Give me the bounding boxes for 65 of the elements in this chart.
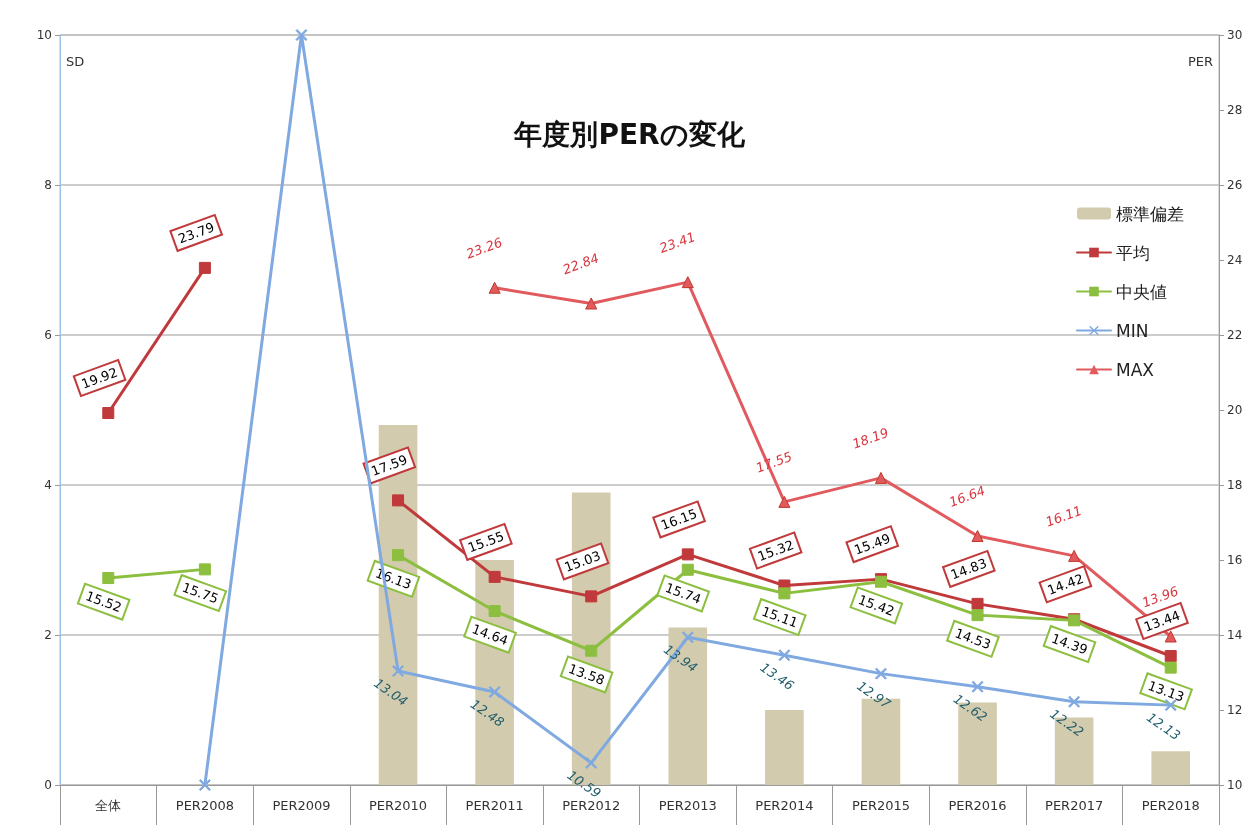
x-tick-label: PER2014	[755, 798, 814, 813]
data-label: 15.52	[83, 588, 124, 616]
data-label: 17.55	[753, 448, 794, 476]
y2-tick-label: 28	[1227, 103, 1243, 117]
data-label: 16.15	[659, 506, 700, 533]
data-label: 14.64	[469, 621, 511, 649]
y2-tick-label: 12	[1227, 703, 1243, 717]
data-label: 14.53	[952, 625, 993, 653]
y2-tick-label: 18	[1227, 478, 1243, 492]
x-tick-label: PER2010	[368, 798, 428, 813]
data-label: 22.84	[560, 250, 601, 278]
x-tick-label: PER2017	[1045, 798, 1104, 813]
x-tick-label: PER2011	[465, 798, 524, 813]
y2-tick-label: 10	[1227, 778, 1243, 792]
data-label: 15.42	[856, 592, 897, 619]
x-tick-label: PER2012	[562, 798, 621, 813]
text: 年度別PERの変化	[513, 117, 746, 151]
x-tick-label: PER2013	[658, 798, 717, 813]
data-label: 15.03	[562, 548, 603, 575]
data-label: 15.74	[663, 580, 704, 607]
data-label: 14.42	[1045, 570, 1086, 598]
y2-tick-label: 24	[1227, 253, 1243, 267]
data-label: 13.58	[566, 661, 607, 688]
x-tick-label: PER2016	[948, 798, 1007, 813]
x-tick-label: PER2015	[851, 798, 911, 813]
data-label: 18.19	[850, 424, 891, 452]
y-tick-label: 8	[44, 178, 52, 192]
data-label: 16.64	[947, 482, 988, 510]
y-tick-label: 6	[44, 328, 52, 342]
legend-label: 標準偏差	[1116, 203, 1184, 224]
x-tick-label: 全体	[95, 798, 122, 813]
data-label: 17.59	[369, 452, 410, 479]
y2-tick-label: 30	[1227, 28, 1243, 42]
y2-tick-label: 26	[1227, 178, 1243, 192]
data-label: 15.49	[852, 530, 893, 558]
y-tick-label: 10	[36, 28, 52, 42]
x-tick-label: PER2008	[175, 798, 234, 813]
legend-label: 平均	[1116, 242, 1150, 263]
data-label: 23.79	[176, 219, 217, 247]
legend-label: MIN	[1116, 320, 1149, 341]
data-label: 14.83	[948, 555, 989, 583]
x-tick-label: PER2009	[272, 798, 331, 813]
y2-axis-title: PER	[1187, 54, 1213, 69]
data-label: 15.32	[755, 537, 796, 564]
data-label: 15.55	[465, 528, 506, 556]
y-axis-title: SD	[66, 54, 85, 69]
y-tick-label: 4	[44, 478, 52, 492]
y2-tick-label: 20	[1227, 403, 1243, 417]
data-label: 15.11	[759, 603, 800, 631]
legend-label: MAX	[1116, 359, 1155, 380]
data-label: 16.13	[373, 565, 414, 593]
y2-tick-label: 16	[1227, 553, 1243, 567]
y2-tick-label: 14	[1227, 628, 1243, 642]
y-tick-label: 2	[44, 628, 52, 642]
data-label: 15.75	[180, 579, 221, 607]
y-tick-label: 0	[44, 778, 52, 792]
data-label: 19.92	[79, 364, 120, 392]
data-label: 14.39	[1049, 630, 1090, 658]
y2-tick-label: 22	[1227, 328, 1243, 342]
data-label: 13.13	[1146, 677, 1187, 705]
x-tick-label: PER2018	[1141, 798, 1200, 813]
data-label: 16.11	[1043, 502, 1084, 530]
legend-label: 中央値	[1116, 281, 1167, 302]
data-label: 23.26	[464, 234, 505, 262]
data-label: 23.41	[657, 229, 698, 256]
